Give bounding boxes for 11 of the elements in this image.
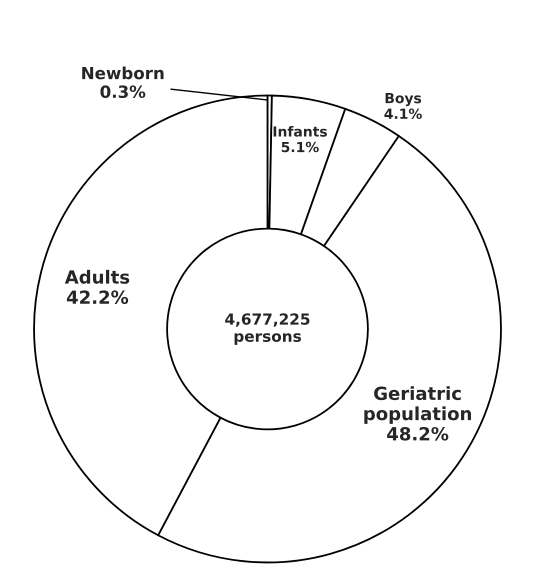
slice-label: Infants bbox=[274, 126, 327, 137]
slice-label: Newborn bbox=[82, 66, 164, 80]
data-label: 5.1% bbox=[282, 142, 319, 152]
slice-label: Geriatric population bbox=[364, 386, 471, 424]
data-label: 48.2% bbox=[387, 426, 448, 441]
slice-label: Adults bbox=[64, 270, 130, 284]
slice-label: Boys bbox=[386, 93, 422, 106]
text: 4,677,225 persons bbox=[225, 313, 310, 345]
data-label: 4.1% bbox=[384, 108, 422, 119]
data-label: 42.2% bbox=[66, 290, 128, 304]
data-label: 0.3% bbox=[100, 85, 146, 98]
